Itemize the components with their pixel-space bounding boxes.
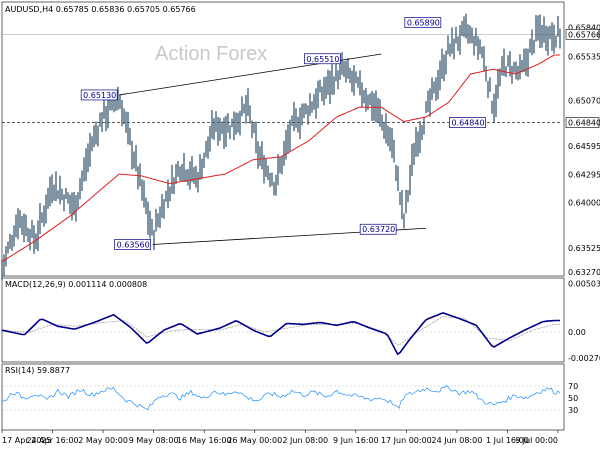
annotation-label: 0.65130 xyxy=(83,91,116,100)
watermark: Action Forex xyxy=(155,43,267,65)
annotation-label: 0.63720 xyxy=(362,225,395,234)
x-tick-label: 9 May 08:00 xyxy=(129,436,179,445)
y-tick-label: 0.64000 xyxy=(568,199,600,208)
moving-average-line xyxy=(1,54,560,263)
x-tick-label: 9 Jul 00:00 xyxy=(515,436,558,445)
price-panel xyxy=(1,1,565,277)
x-tick-label: 17 Jun 00:00 xyxy=(381,436,432,445)
macd-tick-label: 0.00 xyxy=(568,328,586,337)
candles-group xyxy=(1,13,561,280)
macd-panel xyxy=(1,277,565,363)
x-tick-label: 9 Jun 16:00 xyxy=(333,436,379,445)
annotation-label: 0.65510 xyxy=(306,55,339,64)
annotation-box xyxy=(359,223,397,235)
annotation-label: 0.64840 xyxy=(451,119,484,128)
rsi-tick-label: 50 xyxy=(568,394,578,403)
annotation-box xyxy=(304,53,341,65)
annotations-group: 0.65130 0.63560 0.65510 0.63720 0.65890 0.648… xyxy=(80,17,486,250)
y-tick-label: 0.64295 xyxy=(568,170,600,179)
y-tick-label: 0.65840 xyxy=(568,23,600,32)
x-tick-label: 26 May 00:00 xyxy=(227,436,282,445)
x-tick-label: 16 May 16:00 xyxy=(177,436,232,445)
y-tick-label: 0.65070 xyxy=(568,97,600,106)
y-tick-label: 0.65535 xyxy=(568,52,600,61)
x-tick-label: 24 Apr 16:00 xyxy=(26,436,78,445)
annotation-label: 0.65890 xyxy=(407,19,440,28)
y-tick-label: 0.63525 xyxy=(568,244,600,253)
y-tick-label: 0.65766 xyxy=(568,30,600,39)
annotation-box xyxy=(404,17,442,28)
rsi-tick-label: 30 xyxy=(568,406,578,415)
x-tick-label: 1 Jul 16:00 xyxy=(486,436,529,445)
macd-tick-label: 0.005035 xyxy=(568,280,600,289)
y-tick-label: 0.64840 xyxy=(568,119,600,128)
trendlines-group xyxy=(119,53,427,245)
annotation-box xyxy=(449,117,486,128)
x-tick-label: 2 Jun 08:00 xyxy=(282,436,328,445)
annotation-label: 0.63560 xyxy=(117,240,150,249)
price-tag xyxy=(565,29,600,40)
x-tick-label: 17 Apr 2025 xyxy=(2,436,51,445)
y-tick-label: 0.63270 xyxy=(568,268,600,277)
rsi-tick-label: 70 xyxy=(568,382,578,391)
annotation-box xyxy=(80,89,118,101)
macd-title: MACD(12,26,9) 0.001114 0.000808 xyxy=(5,280,147,289)
macd-group xyxy=(1,312,560,356)
x-tick-label: 2 May 00:00 xyxy=(78,436,128,445)
x-tick-label: 24 Jun 08:00 xyxy=(431,436,482,445)
macd-signal-line xyxy=(1,316,560,346)
macd-tick-label: -0.002703 xyxy=(568,354,600,363)
y-tick-label: 0.64595 xyxy=(568,142,600,151)
annotation-box xyxy=(114,239,152,250)
rsi-line xyxy=(1,385,561,411)
price-title: AUDUSD,H4 0.65785 0.65836 0.65705 0.6576… xyxy=(5,5,196,14)
rsi-group xyxy=(1,385,561,411)
rsi-panel xyxy=(1,363,565,431)
rsi-title: RSI(14) 59.8877 xyxy=(5,366,70,375)
price-tag xyxy=(565,117,600,128)
moving-average-group xyxy=(1,54,560,263)
macd-line xyxy=(1,312,560,356)
